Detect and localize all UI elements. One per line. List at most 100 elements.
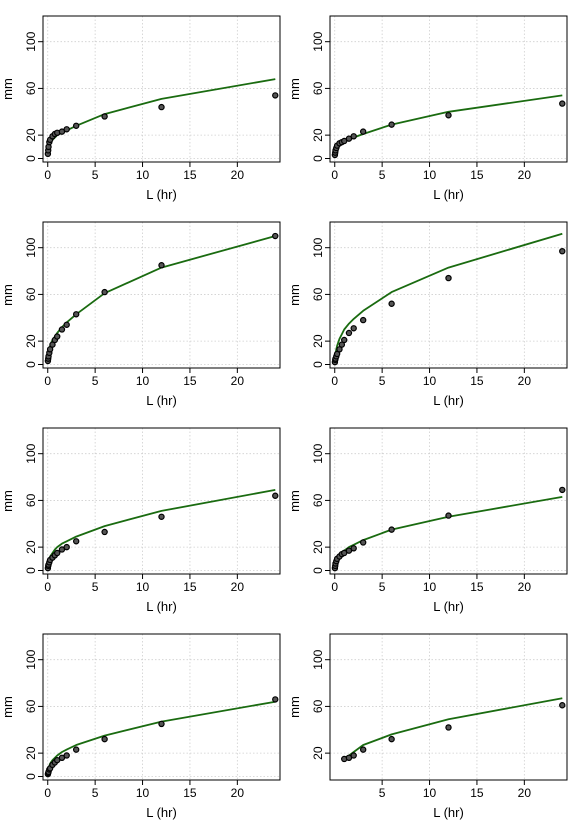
chart-svg: 0 5 10 15 20 0 20 60 100 L (hr) mm: [287, 221, 568, 408]
chart-svg: 5 10 15 20 20 60 100 L (hr) mm: [287, 633, 568, 820]
observed-point: [350, 325, 357, 332]
idf-chart-panel: 0 5 10 15 20 0 20 60 100 L (hr) mm: [0, 0, 287, 206]
x-tick-label: 15: [470, 786, 484, 800]
x-tick-label: 15: [470, 580, 484, 594]
x-tick-label: 0: [331, 374, 338, 388]
x-tick-label: 15: [183, 786, 197, 800]
observed-point: [272, 696, 279, 703]
idf-chart-panel: 0 5 10 15 20 0 20 60 100 L (hr) mm: [287, 412, 574, 618]
observed-point: [101, 528, 108, 536]
y-tick-label: 20: [24, 540, 38, 554]
chart-svg: 0 5 10 15 20 0 20 60 100 L (hr) mm: [287, 15, 568, 202]
y-tick-label: 60: [311, 699, 325, 713]
x-axis-label: L (hr): [433, 393, 464, 408]
x-tick-label: 15: [183, 168, 197, 182]
y-axis-label: mm: [287, 696, 302, 718]
y-tick-label: 0: [24, 773, 38, 780]
observed-point: [388, 300, 395, 307]
y-tick-label: 20: [311, 334, 325, 348]
plot-frame: [42, 427, 281, 575]
chart-svg: 0 5 10 15 20 0 20 60 100 L (hr) mm: [0, 633, 281, 820]
y-tick-label: 100: [24, 443, 38, 463]
chart-svg: 0 5 10 15 20 0 20 60 100 L (hr) mm: [0, 15, 281, 202]
y-tick-label: 20: [311, 540, 325, 554]
observed-point: [350, 133, 357, 140]
y-axis-label: mm: [287, 490, 302, 512]
x-tick-label: 5: [92, 374, 99, 388]
idf-chart-panel: 0 5 10 15 20 0 20 60 100 L (hr) mm: [0, 206, 287, 412]
x-tick-label: 0: [44, 580, 51, 594]
observed-point: [345, 329, 353, 337]
observed-point: [63, 752, 70, 759]
y-tick-label: 20: [311, 128, 325, 142]
x-tick-label: 5: [92, 580, 99, 594]
y-axis-label: mm: [287, 78, 302, 100]
x-axis-label: L (hr): [146, 187, 177, 202]
observed-point: [445, 512, 452, 519]
y-tick-label: 0: [24, 567, 38, 574]
y-tick-label: 100: [311, 443, 325, 463]
idf-chart-panel: 0 5 10 15 20 0 20 60 100 L (hr) mm: [287, 0, 574, 206]
y-tick-label: 60: [311, 81, 325, 95]
y-axis-label: mm: [0, 284, 15, 306]
idf-chart-panel: 0 5 10 15 20 0 20 60 100 L (hr) mm: [287, 206, 574, 412]
observed-point: [158, 513, 165, 520]
plot-frame: [329, 221, 568, 369]
x-tick-label: 20: [518, 786, 532, 800]
observed-point: [101, 113, 108, 120]
observed-point: [158, 720, 165, 728]
observed-point: [72, 538, 80, 545]
observed-point: [559, 486, 566, 494]
x-tick-label: 10: [423, 786, 437, 800]
observed-point: [445, 274, 452, 282]
observed-point: [63, 126, 70, 133]
x-tick-label: 20: [231, 374, 245, 388]
y-axis-label: mm: [0, 78, 15, 100]
y-tick-label: 100: [311, 31, 325, 51]
y-tick-label: 60: [311, 493, 325, 507]
observed-point: [158, 103, 165, 111]
y-tick-label: 100: [24, 649, 38, 669]
observed-point: [445, 112, 452, 119]
x-tick-label: 5: [379, 580, 386, 594]
y-axis-label: mm: [287, 284, 302, 306]
x-tick-label: 20: [231, 580, 245, 594]
x-tick-label: 5: [379, 168, 386, 182]
observed-point: [359, 746, 367, 753]
y-tick-label: 0: [311, 567, 325, 574]
y-tick-label: 0: [24, 155, 38, 162]
x-axis-label: L (hr): [146, 599, 177, 614]
observed-point: [58, 326, 66, 333]
x-tick-label: 0: [331, 168, 338, 182]
y-tick-label: 20: [24, 746, 38, 760]
y-tick-label: 100: [311, 649, 325, 669]
idf-fit-line: [47, 235, 276, 362]
y-tick-label: 20: [24, 334, 38, 348]
observed-point: [54, 549, 61, 557]
observed-point: [101, 735, 108, 743]
chart-svg: 0 5 10 15 20 0 20 60 100 L (hr) mm: [0, 221, 281, 408]
x-axis-label: L (hr): [146, 393, 177, 408]
y-tick-label: 100: [24, 31, 38, 51]
y-tick-label: 0: [24, 361, 38, 368]
x-tick-label: 20: [518, 580, 532, 594]
x-tick-label: 0: [44, 168, 51, 182]
observed-point: [388, 735, 395, 743]
observed-point: [72, 122, 80, 129]
x-axis-label: L (hr): [146, 805, 177, 820]
x-tick-label: 10: [423, 580, 437, 594]
observed-point: [272, 232, 279, 240]
observed-point: [158, 262, 165, 269]
x-tick-label: 10: [136, 168, 150, 182]
x-tick-label: 15: [183, 580, 197, 594]
x-tick-label: 15: [470, 168, 484, 182]
observed-point: [559, 702, 566, 709]
x-tick-label: 0: [331, 580, 338, 594]
observed-point: [272, 92, 279, 99]
observed-point: [54, 333, 61, 340]
y-tick-label: 0: [311, 155, 325, 162]
x-axis-label: L (hr): [433, 187, 464, 202]
x-axis-label: L (hr): [433, 805, 464, 820]
x-tick-label: 20: [518, 168, 532, 182]
